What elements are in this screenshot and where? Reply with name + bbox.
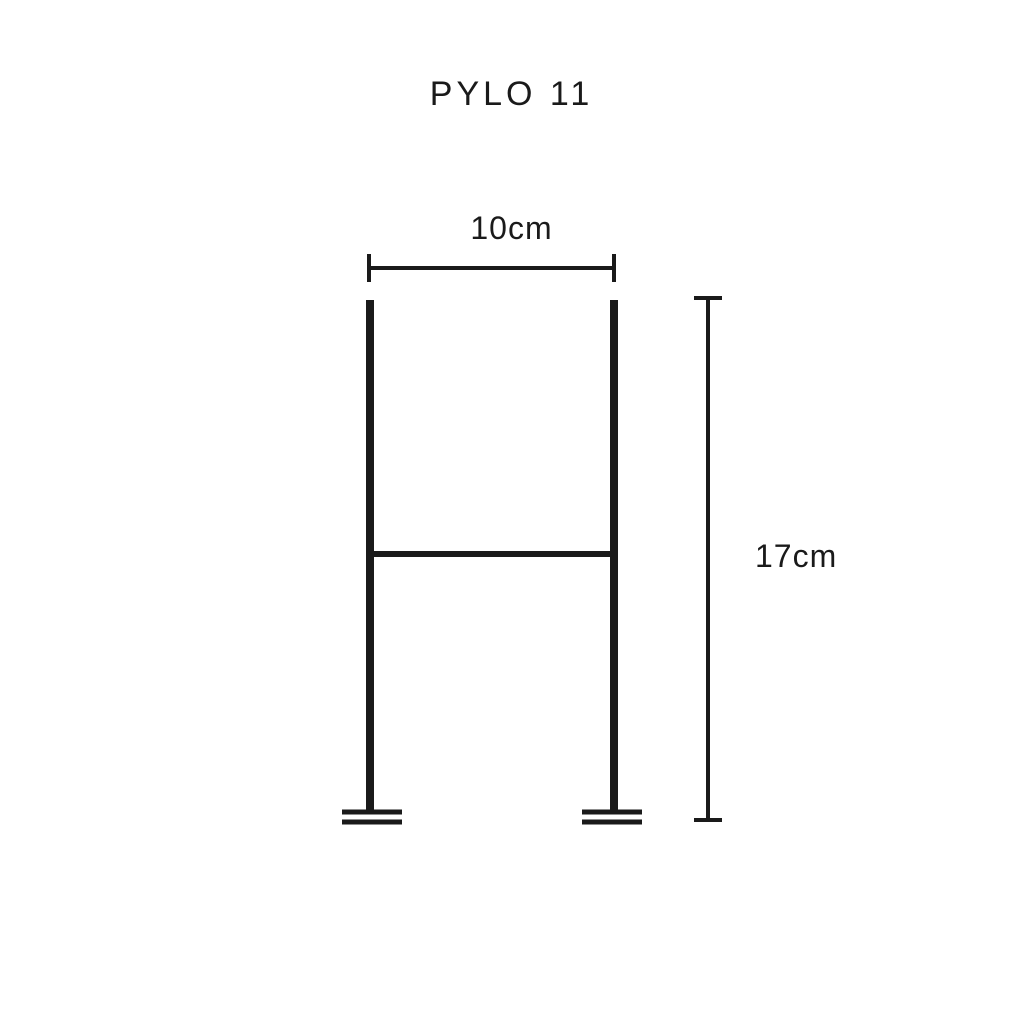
product-outline xyxy=(342,300,642,822)
height-dimension-bracket xyxy=(694,298,722,820)
width-dimension-bracket xyxy=(369,254,614,282)
technical-diagram xyxy=(0,0,1023,1024)
